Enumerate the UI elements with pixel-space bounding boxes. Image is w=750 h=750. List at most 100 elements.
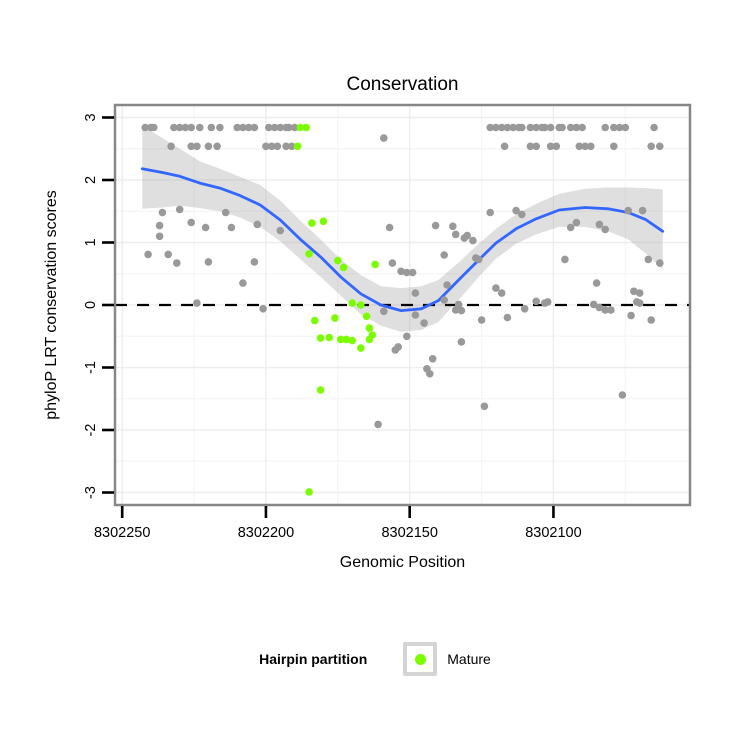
data-point-gray [262,142,270,151]
y-tick-label: 1 [83,238,99,246]
data-point-mature [331,314,339,322]
data-point-gray [239,279,247,287]
data-point-gray [193,299,201,307]
data-point-gray [532,123,540,132]
data-point-gray [480,402,489,411]
data-point-mature [348,336,357,345]
data-point-gray [552,142,561,151]
data-point-gray [244,123,253,132]
panel-border [113,103,692,507]
data-point-gray [558,123,566,132]
data-point-mature [302,123,311,132]
data-point-mature [311,316,319,325]
data-point-gray [187,218,195,227]
data-point-gray [388,259,397,267]
data-point-gray [595,220,604,229]
chart-title: Conservation [346,74,459,95]
data-point-mature [336,335,345,344]
data-point-gray [618,391,627,399]
data-point-gray [497,123,506,132]
data-point-gray [497,289,506,297]
data-point-mature [357,301,365,309]
y-tick-label: 3 [83,113,99,121]
data-point-gray [520,305,529,313]
data-point-gray [201,223,210,232]
data-point-gray [385,223,394,232]
data-point-gray [213,142,221,151]
data-point-gray [518,210,526,219]
y-tick-label: -2 [83,424,99,437]
data-point-gray [656,142,664,151]
data-point-gray [187,142,195,151]
data-point-gray [411,311,420,319]
data-point-gray [492,123,500,132]
data-point-gray [589,300,598,309]
data-point-mature [365,324,374,332]
data-point-gray [193,142,201,151]
data-point-gray [587,142,595,151]
data-point-gray [610,142,618,151]
data-point-gray [500,142,509,151]
data-point-gray [503,123,512,132]
data-point-gray [474,255,483,264]
data-point-gray [451,230,460,239]
data-point-gray [288,142,296,151]
data-point-gray [607,306,615,314]
data-point-gray [431,221,440,230]
data-point-gray [477,316,486,324]
data-point-gray [282,142,290,151]
data-point-gray [227,223,236,232]
data-point-gray [566,223,575,232]
data-point-mature [357,344,365,352]
data-point-gray [460,234,469,242]
data-point-gray [259,305,267,313]
data-point-gray [443,281,451,289]
data-point-gray [233,123,241,132]
data-point-mature [325,333,334,342]
data-point-gray [601,306,609,314]
data-point-gray [164,250,172,259]
data-point-gray [411,289,420,297]
x-tick-label: 8302100 [525,525,581,541]
smooth-line [140,167,665,313]
data-point-gray [469,236,477,245]
data-point-gray [635,299,644,307]
data-point-gray [486,208,495,217]
data-point-gray [627,311,635,320]
data-point-mature [371,260,380,269]
data-point-gray [647,316,655,324]
data-point-mature [339,263,348,272]
data-point-gray [204,258,213,266]
data-point-gray [181,123,190,132]
data-point-mature [316,386,325,394]
x-tick-label: 8302200 [238,525,294,541]
data-point-gray [150,123,158,132]
data-point-gray [276,226,285,235]
data-point-mature [362,312,371,321]
data-point-gray [532,297,540,306]
data-point-gray [290,123,299,132]
data-point-gray [541,123,549,132]
data-point-gray [512,206,520,215]
data-point-gray [546,142,555,151]
data-point-gray [253,220,262,229]
data-point-gray [621,123,630,132]
data-point-mature [342,335,351,344]
data-point-gray [526,123,535,132]
data-point-gray [276,123,285,132]
data-point-gray [270,123,279,132]
data-point-gray [155,221,164,230]
data-point-gray [578,123,586,132]
data-point-gray [581,142,589,151]
data-point-gray [526,142,535,151]
y-tick-label: 2 [83,176,99,184]
data-point-gray [426,370,434,378]
data-point-gray [207,123,216,132]
legend-item-label: Mature [447,651,491,667]
data-point-gray [239,123,247,132]
data-point-gray [572,218,581,227]
data-point-gray [216,123,224,132]
data-point-gray [273,142,282,151]
data-point-mature [348,299,357,307]
data-point-gray [647,142,655,151]
